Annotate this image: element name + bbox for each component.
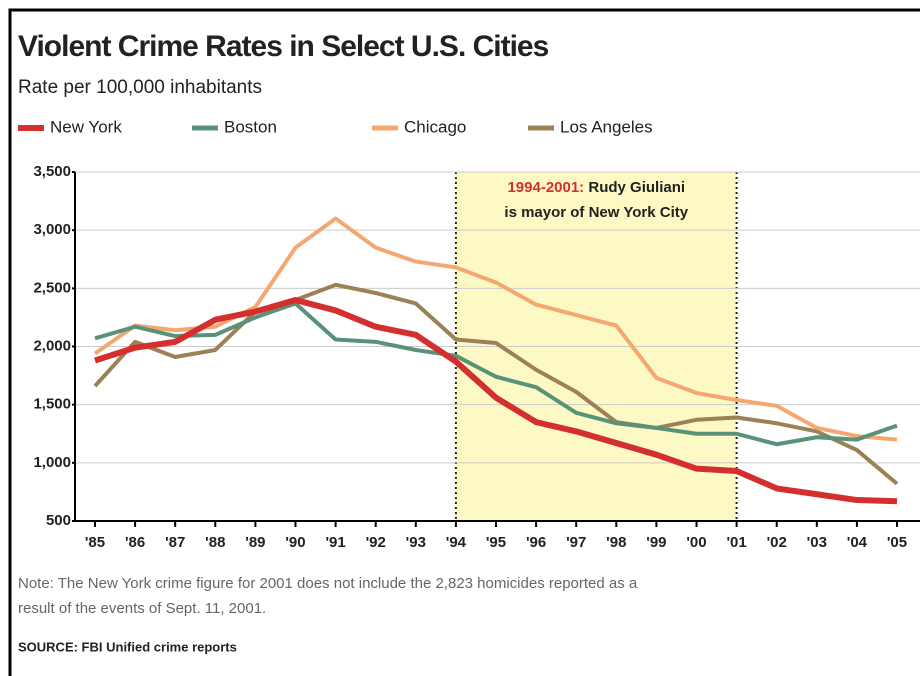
source: SOURCE: FBI Unified crime reports [18, 639, 237, 654]
grid-layer: 500 1,000 1,500 2,000 2,500 3,000 3,500 '85 '86 '… [33, 163, 920, 551]
x-tick-label: '05 [887, 534, 907, 551]
y-tick-label: 2,000 [33, 337, 71, 354]
y-tick-label: 3,000 [33, 221, 71, 238]
x-tick-label: '96 [526, 534, 546, 551]
x-tick-label: '98 [606, 534, 626, 551]
x-tick-label: '86 [125, 534, 145, 551]
x-tick-label: '92 [366, 534, 386, 551]
x-tick-label: '94 [446, 534, 467, 551]
series-line [94, 296, 898, 505]
x-tick-label: '01 [726, 534, 746, 551]
chart-subtitle: Rate per 100,000 inhabitants [18, 77, 262, 98]
x-tick-label: '97 [566, 534, 586, 551]
annotation: 1994-2001: Rudy Giuliani [507, 179, 685, 196]
series-line [93, 216, 898, 442]
y-tick-label: 1,500 [33, 396, 71, 413]
x-tick-label: '88 [205, 534, 225, 551]
legend-label: New York [50, 117, 122, 136]
x-tick-label: '04 [847, 534, 868, 551]
annotation-text: is mayor of New York City [504, 204, 688, 221]
legend-label: Chicago [404, 117, 466, 136]
note: Note: The New York crime figure for 2001… [18, 575, 638, 592]
series-line [93, 282, 899, 486]
annotation-highlight: 1994-2001: [507, 179, 584, 196]
x-tick-label: '90 [285, 534, 305, 551]
chart-title: Violent Crime Rates in Select U.S. Citie… [18, 30, 549, 63]
x-tick-label: '02 [767, 534, 787, 551]
annotation-text: Rudy Giuliani [588, 179, 685, 196]
x-tick-label: '00 [686, 534, 706, 551]
y-tick-label: 2,500 [33, 279, 71, 296]
y-tick-label: 3,500 [33, 163, 71, 180]
frame [8, 8, 920, 676]
x-tick-label: '87 [165, 534, 185, 551]
x-tick-label: '85 [85, 534, 105, 551]
lines-layer [93, 216, 899, 505]
x-tick-label: '95 [486, 534, 506, 551]
x-tick-label: '03 [807, 534, 827, 551]
y-tick-label: 500 [46, 512, 71, 529]
x-tick-label: '91 [325, 534, 345, 551]
x-tick-label: '89 [245, 534, 265, 551]
x-tick-label: '93 [406, 534, 426, 551]
y-tick-label: 1,000 [33, 454, 71, 471]
x-tick-label: '99 [646, 534, 666, 551]
series-line [94, 301, 898, 447]
legend-label: Los Angeles [560, 117, 653, 136]
note: result of the events of Sept. 11, 2001. [18, 600, 266, 617]
legend-label: Boston [224, 117, 277, 136]
